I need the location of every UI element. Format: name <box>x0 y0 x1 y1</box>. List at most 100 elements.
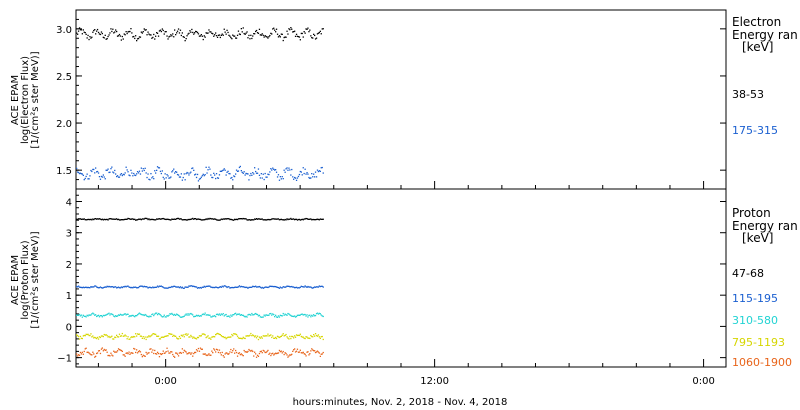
proton-point <box>251 335 253 337</box>
electron-y-tick-label: 1.5 <box>56 166 72 177</box>
electron-point <box>283 169 285 171</box>
electron-point <box>112 171 114 173</box>
proton-point <box>257 315 260 317</box>
proton-point <box>95 355 97 357</box>
proton-point <box>272 285 274 288</box>
proton-point <box>243 315 245 317</box>
proton-point <box>108 335 110 338</box>
proton-point <box>141 218 143 220</box>
proton-point <box>300 335 302 338</box>
proton-point <box>299 333 301 335</box>
electron-point <box>241 171 243 173</box>
proton-point <box>116 351 118 353</box>
proton-point <box>212 286 214 289</box>
proton-point <box>244 218 246 220</box>
electron-point <box>118 33 121 36</box>
electron-point <box>153 33 155 36</box>
electron-point <box>168 177 170 179</box>
proton-point <box>156 218 158 220</box>
proton-point <box>272 313 274 315</box>
proton-point <box>314 219 316 221</box>
proton-point <box>270 285 272 287</box>
proton-point <box>275 336 277 339</box>
proton-point <box>179 351 182 354</box>
electron-point <box>268 36 270 38</box>
proton-point <box>266 286 268 288</box>
proton-point <box>100 348 103 350</box>
proton-point <box>122 354 124 356</box>
proton-point <box>257 218 260 220</box>
proton-point <box>258 314 261 316</box>
proton-point <box>280 350 282 352</box>
electron-point <box>78 27 81 29</box>
electron-point <box>288 28 290 30</box>
proton-point <box>191 336 193 338</box>
proton-point <box>320 218 322 220</box>
proton-point <box>151 334 153 336</box>
proton-point <box>104 334 106 336</box>
proton-point <box>149 315 151 317</box>
proton-point <box>293 337 295 339</box>
proton-point <box>243 286 245 288</box>
proton-point <box>84 219 86 221</box>
electron-point <box>312 37 314 39</box>
electron-point <box>127 171 129 173</box>
electron-point <box>196 31 199 34</box>
electron-point <box>270 32 272 34</box>
electron-point <box>169 35 171 37</box>
proton-point <box>278 316 281 318</box>
electron-point <box>316 33 319 35</box>
proton-point <box>76 353 78 355</box>
proton-point <box>274 218 276 220</box>
proton-point <box>256 313 259 316</box>
proton-point <box>131 336 133 338</box>
proton-point <box>201 313 203 316</box>
proton-point <box>322 338 324 341</box>
proton-point <box>307 351 309 353</box>
proton-point <box>159 285 162 287</box>
proton-point <box>130 218 132 220</box>
proton-point <box>255 218 257 220</box>
proton-point <box>305 286 307 288</box>
proton-point <box>146 286 148 288</box>
proton-point <box>148 352 150 354</box>
proton-point <box>211 350 213 352</box>
proton-point <box>197 314 200 317</box>
electron-point <box>320 167 322 169</box>
proton-point <box>268 353 270 355</box>
proton-point <box>225 338 227 340</box>
proton-point <box>169 313 171 315</box>
electron-point <box>165 31 167 33</box>
electron-point <box>221 33 223 35</box>
proton-point <box>192 285 194 288</box>
electron-point <box>308 31 310 33</box>
electron-point <box>176 30 179 32</box>
proton-point <box>195 351 197 354</box>
electron-point <box>296 35 299 37</box>
proton-point <box>232 219 234 221</box>
proton-y-tick-label: 3 <box>66 229 72 240</box>
proton-point <box>322 315 324 318</box>
proton-point <box>250 350 252 352</box>
proton-point <box>145 286 147 288</box>
proton-point <box>239 218 241 220</box>
proton-point <box>260 287 262 289</box>
proton-point <box>254 336 256 338</box>
proton-point <box>183 336 185 338</box>
proton-point <box>190 334 192 337</box>
proton-point <box>175 352 177 354</box>
electron-point <box>310 35 312 37</box>
proton-point <box>213 286 215 289</box>
proton-point <box>84 286 86 288</box>
proton-point <box>141 285 143 287</box>
proton-point <box>90 314 92 316</box>
proton-point <box>268 286 270 288</box>
proton-point <box>312 349 314 351</box>
proton-point <box>181 348 183 350</box>
proton-point <box>142 314 144 316</box>
proton-point <box>189 285 191 287</box>
electron-point <box>260 173 262 175</box>
proton-point <box>181 335 183 337</box>
proton-point <box>117 314 120 316</box>
proton-point <box>169 286 171 289</box>
